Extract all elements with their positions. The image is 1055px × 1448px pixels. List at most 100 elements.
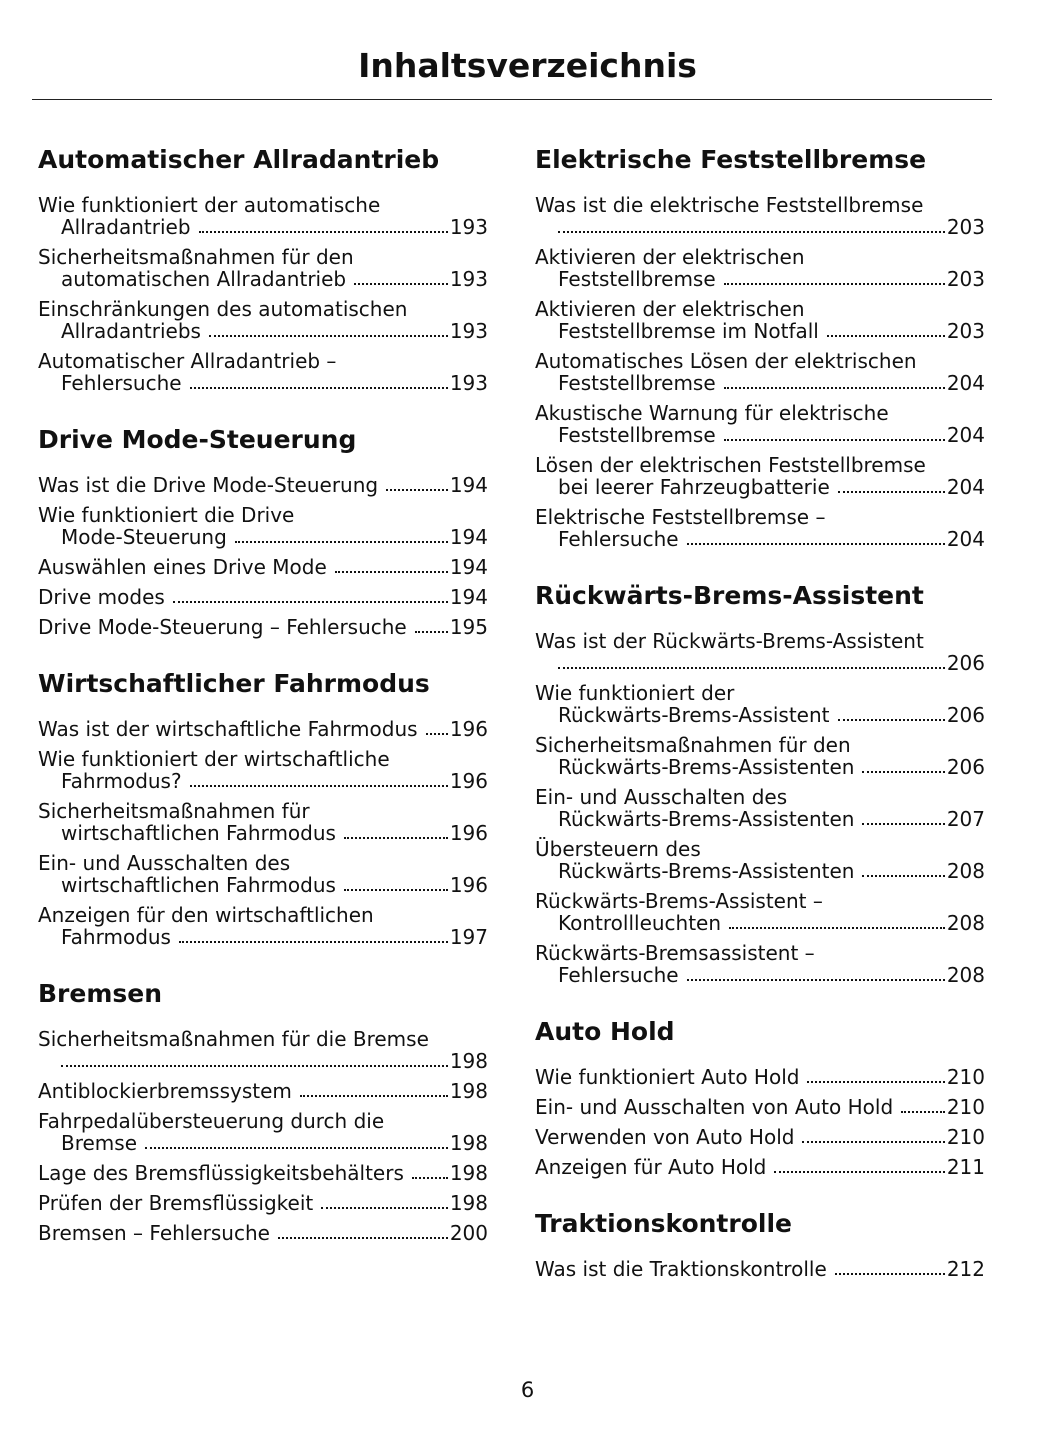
- toc-entry: Sicherheitsmaßnahmen für die Bremse 198: [38, 1028, 488, 1072]
- entry-text: Fehlersuche: [61, 371, 182, 395]
- entry-page: 210: [946, 1125, 985, 1149]
- entry-text: Rückwärts-Brems-Assistent: [558, 703, 830, 727]
- dot-leader: [343, 837, 448, 839]
- entry-page: 210: [946, 1065, 985, 1089]
- toc-entry: Drive modes 194: [38, 586, 488, 608]
- dot-leader: [189, 387, 448, 389]
- toc-entry: Anzeigen für den wirtschaftlichen Fahrmod…: [38, 904, 488, 948]
- dot-leader: [729, 927, 945, 929]
- dot-leader: [837, 491, 945, 493]
- entry-page: 196: [449, 873, 488, 897]
- title-rule: [32, 99, 992, 100]
- dot-leader: [558, 231, 945, 233]
- entry-text: Automatisches Lösen der elektrischen: [535, 349, 917, 373]
- entry-page: 198: [449, 1131, 488, 1155]
- toc-entry: Anzeigen für Auto Hold 211: [535, 1156, 985, 1178]
- entry-text: Prüfen der Bremsflüssigkeit: [38, 1191, 314, 1215]
- entry-text: Allradantriebs: [61, 319, 201, 343]
- entry-page: 196: [449, 769, 488, 793]
- entry-row: Wie funktioniert Auto Hold 210: [535, 1066, 985, 1088]
- dot-leader: [61, 1065, 448, 1067]
- dot-leader: [145, 1147, 448, 1149]
- toc-entry: Aktivieren der elektrischen Feststellbrem…: [535, 298, 985, 342]
- entry-text: Aktivieren der elektrischen: [535, 297, 805, 321]
- entry-page: 204: [946, 371, 985, 395]
- entry-row: Fehlersuche 204: [535, 528, 985, 550]
- toc-entry: Wie funktioniert der automatische Allrada…: [38, 194, 488, 238]
- toc-entry: Prüfen der Bremsflüssigkeit 198: [38, 1192, 488, 1214]
- entry-page: 208: [946, 859, 985, 883]
- toc-entry: Sicherheitsmaßnahmen für den Rückwärts-Br…: [535, 734, 985, 778]
- column: Automatischer Allradantrieb Wie funktioni…: [38, 140, 488, 1270]
- toc-entry: Automatisches Lösen der elektrischen Fest…: [535, 350, 985, 394]
- entry-page: 203: [946, 215, 985, 239]
- toc-entry: Rückwärts-Brems-Assistent – Kontrollleuch…: [535, 890, 985, 934]
- toc-entry: Übersteuern des Rückwärts-Brems-Assistent…: [535, 838, 985, 882]
- entry-page: 194: [449, 525, 488, 549]
- toc-entry: Ein- und Ausschalten des wirtschaftlichen…: [38, 852, 488, 896]
- entry-row: Fehlersuche 208: [535, 964, 985, 986]
- entry-page: 197: [449, 925, 488, 949]
- dot-leader: [172, 601, 448, 603]
- dot-leader: [321, 1207, 448, 1209]
- entry-row: Verwenden von Auto Hold 210: [535, 1126, 985, 1148]
- entry-text-line: Was ist die elektrische Feststellbremse: [535, 194, 985, 216]
- entry-row: 198: [38, 1050, 488, 1072]
- dot-leader: [723, 387, 945, 389]
- toc-entry: Verwenden von Auto Hold 210: [535, 1126, 985, 1148]
- toc-entry: Bremsen – Fehlersuche 200: [38, 1222, 488, 1244]
- entry-text: Was ist der Rückwärts-Brems-Assistent: [535, 629, 924, 653]
- entry-text: wirtschaftlichen Fahrmodus: [61, 873, 336, 897]
- section-heading: Auto Hold: [535, 1017, 675, 1046]
- entry-page: 207: [946, 807, 985, 831]
- entry-row: Ein- und Ausschalten von Auto Hold 210: [535, 1096, 985, 1118]
- entry-text: Wie funktioniert der wirtschaftliche: [38, 747, 390, 771]
- entry-row: Was ist die Traktionskontrolle 212: [535, 1258, 985, 1280]
- section-heading: Automatischer Allradantrieb: [38, 145, 440, 174]
- toc-entry: Wie funktioniert die Drive Mode-Steuerung…: [38, 504, 488, 548]
- dot-leader: [234, 541, 448, 543]
- entry-page: 198: [449, 1191, 488, 1215]
- entry-page: 193: [449, 215, 488, 239]
- entry-row: bei leerer Fahrzeugbatterie 204: [535, 476, 985, 498]
- dot-leader: [686, 979, 945, 981]
- entry-row: Was ist die Drive Mode-Steuerung 194: [38, 474, 488, 496]
- toc-entry: Fahrpedalübersteuerung durch die Bremse 19…: [38, 1110, 488, 1154]
- entry-row: wirtschaftlichen Fahrmodus 196: [38, 822, 488, 844]
- section: Bremsen Sicherheitsmaßnahmen für die Brem…: [38, 974, 488, 1244]
- dot-leader: [862, 823, 945, 825]
- entry-row: Anzeigen für Auto Hold 211: [535, 1156, 985, 1178]
- toc-entry: Automatischer Allradantrieb – Fehlersuche…: [38, 350, 488, 394]
- entry-row: Feststellbremse im Notfall 203: [535, 320, 985, 342]
- entry-row: Mode-Steuerung 194: [38, 526, 488, 548]
- entry-text: Ein- und Ausschalten von Auto Hold: [535, 1095, 894, 1119]
- dot-leader: [807, 1081, 945, 1083]
- dot-leader: [277, 1237, 448, 1239]
- entry-text: automatischen Allradantrieb: [61, 267, 347, 291]
- toc-entry: Ein- und Ausschalten von Auto Hold 210: [535, 1096, 985, 1118]
- entry-text: bei leerer Fahrzeugbatterie: [558, 475, 830, 499]
- entry-row: Feststellbremse 204: [535, 424, 985, 446]
- entry-text: Sicherheitsmaßnahmen für den: [38, 245, 354, 269]
- entry-row: Kontrollleuchten 208: [535, 912, 985, 934]
- dot-leader: [386, 489, 448, 491]
- entry-text: Übersteuern des: [535, 837, 701, 861]
- entry-text: Automatischer Allradantrieb –: [38, 349, 337, 373]
- entry-row: Allradantriebs 193: [38, 320, 488, 342]
- entry-text: Allradantrieb: [61, 215, 191, 239]
- entry-row: 203: [535, 216, 985, 238]
- entry-text: Auswählen eines Drive Mode: [38, 555, 327, 579]
- dot-leader: [862, 875, 945, 877]
- entry-page: 198: [449, 1079, 488, 1103]
- section: Drive Mode-Steuerung Was ist die Drive Mo…: [38, 420, 488, 638]
- entry-row: Bremse 198: [38, 1132, 488, 1154]
- entry-text: Was ist die Traktionskontrolle: [535, 1257, 827, 1281]
- dot-leader: [343, 889, 448, 891]
- section-heading: Traktionskontrolle: [535, 1209, 792, 1238]
- section: Rückwärts-Brems-Assistent Was ist der Rüc…: [535, 576, 985, 986]
- entry-row: Feststellbremse 204: [535, 372, 985, 394]
- entry-text: Fehlersuche: [558, 527, 679, 551]
- section-heading: Elektrische Feststellbremse: [535, 145, 927, 174]
- entry-text: Was ist die elektrische Feststellbremse: [535, 193, 924, 217]
- toc-entry: Aktivieren der elektrischen Feststellbrem…: [535, 246, 985, 290]
